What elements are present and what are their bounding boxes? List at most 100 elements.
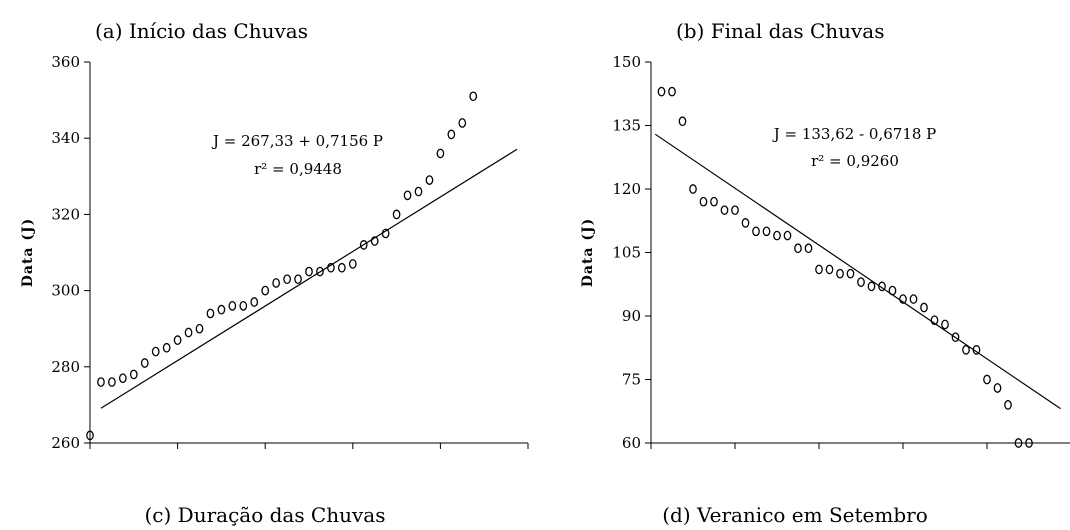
data-point <box>846 268 855 279</box>
panel-d-title: (d) Veranico em Setembro <box>662 503 928 527</box>
y-tick-label: 320 <box>51 205 80 223</box>
data-point <box>272 278 280 288</box>
trendline <box>100 148 518 409</box>
data-point <box>392 209 401 220</box>
y-tick-label: 90 <box>622 307 641 325</box>
trendline <box>654 133 1061 410</box>
data-point <box>217 304 226 315</box>
data-point <box>773 230 781 241</box>
data-point <box>425 175 434 185</box>
data-point <box>97 377 105 387</box>
panel-a: (a) Início das Chuvas 260 280 300 320 340 360 D… <box>20 19 529 452</box>
y-tick-label: 60 <box>622 434 641 452</box>
data-point <box>710 196 718 207</box>
data-point <box>162 342 171 353</box>
data-point <box>1025 438 1033 448</box>
data-point <box>403 190 412 201</box>
data-point <box>108 377 116 387</box>
y-tick-label: 135 <box>612 117 641 135</box>
data-point <box>327 262 335 273</box>
data-point <box>239 300 248 311</box>
panel-b: (b) Final das Chuvas 60 75 90 105 120 135 150 Da… <box>580 19 1070 452</box>
data-point <box>316 266 324 277</box>
y-tick-label: 360 <box>51 53 80 71</box>
data-point <box>930 315 939 326</box>
data-point <box>151 346 160 357</box>
y-axis-label: Data (J) <box>20 218 36 288</box>
r-squared-label: r² = 0,9260 <box>811 152 899 170</box>
data-point <box>469 91 478 102</box>
data-point <box>381 228 390 239</box>
data-point <box>436 148 445 159</box>
data-point <box>348 259 357 269</box>
data-point <box>668 86 676 97</box>
data-point <box>836 268 844 279</box>
data-point <box>689 184 697 194</box>
data-point <box>370 236 379 246</box>
data-point <box>731 205 739 216</box>
data-point <box>228 300 237 311</box>
data-point <box>962 345 970 355</box>
y-tick-label: 105 <box>612 244 641 262</box>
data-point <box>173 335 182 345</box>
y-tick-label: 300 <box>51 282 80 300</box>
data-point <box>458 118 467 128</box>
regression-equation: J = 267,33 + 0,7156 P <box>211 132 383 150</box>
data-point <box>184 327 193 338</box>
data-point <box>86 430 94 441</box>
data-point <box>941 319 949 330</box>
y-tick-label: 260 <box>51 434 80 452</box>
data-point <box>250 297 259 307</box>
regression-equation: J = 133,62 - 0,6718 P <box>772 125 937 143</box>
y-axis-label: Data (J) <box>580 218 596 288</box>
data-point <box>414 186 423 197</box>
r-squared-label: r² = 0,9448 <box>254 160 342 178</box>
data-point <box>261 285 270 296</box>
data-point <box>206 308 215 319</box>
data-point <box>972 345 981 355</box>
data-point <box>888 285 897 296</box>
data-point <box>825 264 834 275</box>
data-point <box>720 205 729 216</box>
data-point <box>129 369 138 380</box>
data-point <box>909 294 918 304</box>
chart-title: (a) Início das Chuvas <box>95 19 308 43</box>
data-point <box>794 243 802 254</box>
data-point <box>741 218 750 228</box>
y-tick-label: 75 <box>622 371 641 389</box>
data-point <box>762 226 771 237</box>
y-tick-label: 150 <box>612 53 641 71</box>
y-tick-label: 120 <box>612 180 641 198</box>
data-point <box>983 374 991 385</box>
data-point <box>993 383 1002 393</box>
data-point <box>867 281 876 292</box>
data-point <box>119 373 127 384</box>
data-point <box>140 358 149 368</box>
y-tick-label: 280 <box>51 358 80 376</box>
data-point <box>447 129 456 140</box>
data-point <box>857 277 865 287</box>
data-point <box>920 302 928 313</box>
y-tick-label: 340 <box>51 129 80 147</box>
data-point <box>657 86 666 97</box>
chart-title: (b) Final das Chuvas <box>676 19 885 43</box>
data-point <box>359 240 368 250</box>
data-point <box>1014 438 1023 448</box>
data-point <box>305 266 313 277</box>
data-point <box>283 274 291 285</box>
data-point <box>699 196 708 207</box>
data-point <box>951 332 960 343</box>
data-point <box>899 294 907 304</box>
data-point <box>815 264 823 275</box>
data-point <box>804 243 813 254</box>
data-point <box>678 116 687 127</box>
data-point <box>1004 400 1012 410</box>
data-point <box>752 226 760 237</box>
data-point <box>878 281 886 292</box>
data-point <box>337 262 346 273</box>
data-point <box>783 230 792 241</box>
data-point <box>195 323 204 334</box>
panel-c-title: (c) Duração das Chuvas <box>145 503 386 527</box>
data-point <box>294 274 302 285</box>
